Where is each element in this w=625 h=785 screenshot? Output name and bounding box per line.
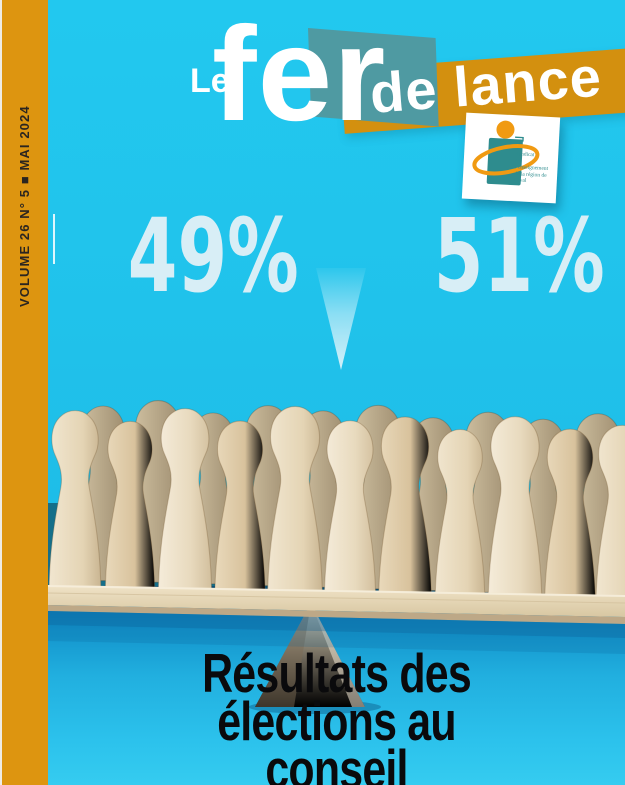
balance-photo (48, 400, 625, 785)
volume-issue-text: VOLUME 26 N° 5 ■ MAI 2024 (17, 105, 32, 307)
right-percent: 51% (433, 197, 605, 316)
left-percent: 49% (127, 197, 299, 316)
headline-line1: Résultats des élections au (202, 642, 472, 752)
balance-arrow-icon (316, 268, 366, 370)
masthead-le: Le (190, 62, 230, 100)
spine-sidebar: VOLUME 26 N° 5 ■ MAI 2024 (2, 0, 48, 785)
org-name: Syndicat de l’enseignement de la région … (514, 151, 556, 186)
headline: Résultats des élections au conseil d’adm… (111, 642, 561, 785)
masthead-fer: fer (212, 0, 387, 149)
org-logo-icon (472, 120, 540, 186)
org-name-line3: de la région de Laval (513, 170, 547, 184)
wall-highlight-line (53, 214, 55, 264)
left-edge-stripe (0, 0, 2, 785)
org-logo-box: Syndicat de l’enseignement de la région … (461, 112, 561, 204)
headline-line2: conseil d’administration (265, 738, 408, 785)
